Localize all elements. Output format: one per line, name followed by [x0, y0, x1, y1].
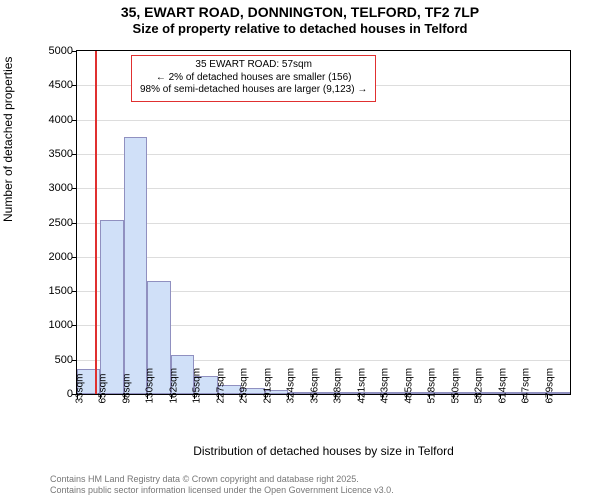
callout-box: 35 EWART ROAD: 57sqm← 2% of detached hou…	[131, 55, 376, 102]
callout-line2: ← 2% of detached houses are smaller (156…	[140, 72, 367, 85]
footer: Contains HM Land Registry data © Crown c…	[50, 474, 394, 497]
y-tick-label: 3000	[23, 182, 73, 194]
y-tick-label: 4500	[23, 79, 73, 91]
gridline	[77, 257, 570, 258]
reference-line	[95, 51, 97, 394]
plot-area: 35 EWART ROAD: 57sqm← 2% of detached hou…	[76, 50, 571, 395]
y-axis-label: Number of detached properties	[1, 57, 15, 222]
y-tick-label: 500	[23, 354, 73, 366]
y-tick-label: 1000	[23, 319, 73, 331]
title-block: 35, EWART ROAD, DONNINGTON, TELFORD, TF2…	[0, 4, 600, 36]
histogram-bar	[100, 220, 123, 394]
callout-line1: 35 EWART ROAD: 57sqm	[140, 59, 367, 72]
y-tick-label: 5000	[23, 45, 73, 57]
y-tick-label: 4000	[23, 114, 73, 126]
y-tick-label: 1500	[23, 285, 73, 297]
x-axis-label: Distribution of detached houses by size …	[76, 444, 571, 458]
title-line2: Size of property relative to detached ho…	[0, 21, 600, 36]
y-tick-label: 0	[23, 388, 73, 400]
y-tick-label: 2000	[23, 251, 73, 263]
gridline	[77, 188, 570, 189]
y-tick-label: 3500	[23, 148, 73, 160]
callout-line3: 98% of semi-detached houses are larger (…	[140, 84, 367, 97]
footer-line2: Contains public sector information licen…	[50, 485, 394, 496]
gridline	[77, 154, 570, 155]
chart-container: 35, EWART ROAD, DONNINGTON, TELFORD, TF2…	[0, 0, 600, 500]
footer-line1: Contains HM Land Registry data © Crown c…	[50, 474, 394, 485]
y-tick-label: 2500	[23, 217, 73, 229]
gridline	[77, 120, 570, 121]
title-line1: 35, EWART ROAD, DONNINGTON, TELFORD, TF2…	[0, 4, 600, 20]
histogram-bar	[124, 137, 147, 394]
gridline	[77, 223, 570, 224]
